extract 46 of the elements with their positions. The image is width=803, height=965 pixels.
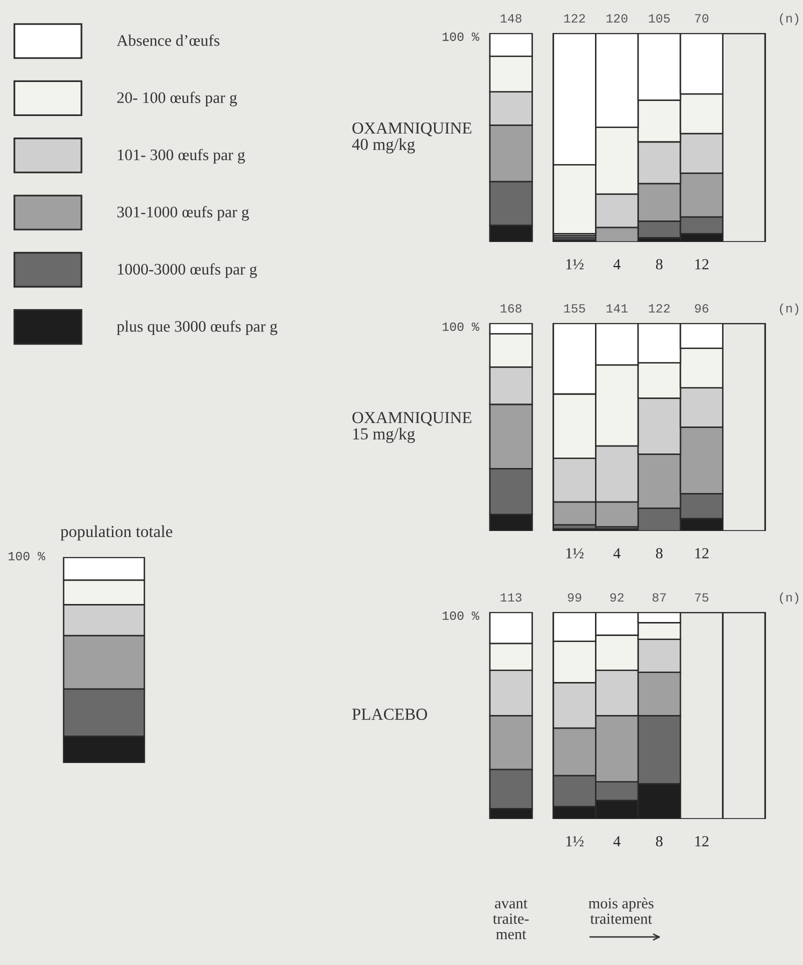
text: OXAMNIQUINE 40 mg/kg (352, 122, 472, 154)
x-tick-label: 1½ (566, 259, 584, 270)
x-tick-label: 8 (656, 259, 663, 270)
text: (n) (780, 592, 798, 604)
text: 99 (568, 593, 582, 602)
x-tick-label: 12 (695, 259, 708, 270)
text: 148 (500, 14, 522, 23)
x-tick-label: 1½ (566, 836, 584, 846)
text: 141 (606, 304, 628, 313)
text: 100 % (8, 552, 46, 560)
text: avant traite- ment (492, 900, 529, 940)
text: 122 (564, 14, 585, 22)
text: (n) (780, 303, 798, 316)
text: 70 (695, 14, 708, 23)
text: 120 (606, 14, 628, 23)
text: 96 (694, 304, 708, 313)
legend-label: Absence d’œufs (116, 34, 220, 46)
x-tick-label: 4 (613, 836, 620, 846)
x-tick-label: 12 (695, 548, 708, 558)
text: 105 (648, 14, 670, 23)
text: 168 (500, 304, 522, 313)
x-tick-label: 12 (695, 836, 708, 846)
x-tick-label: 4 (613, 259, 620, 270)
text: 92 (610, 593, 624, 602)
text: (n) (780, 13, 798, 26)
chart-title: population totale (60, 525, 172, 541)
text: 100 % (442, 32, 480, 41)
text: 155 (564, 304, 586, 313)
x-tick-label: 4 (613, 548, 620, 558)
text: 113 (500, 593, 522, 602)
text: OXAMNIQUINE 15 mg/kg (352, 412, 472, 443)
text: 100 % (442, 322, 480, 331)
text: 87 (652, 593, 666, 602)
x-tick-label: 1½ (566, 548, 584, 558)
legend-label: 1000-3000 œufs par g (118, 263, 257, 278)
text: 122 (648, 304, 670, 313)
legend-label: plus que 3000 œufs par g (116, 320, 278, 336)
text: mois après traitement (588, 898, 654, 924)
legend-label: 20- 100 œufs par g (117, 92, 237, 106)
x-tick-label: 8 (656, 548, 663, 558)
legend-label: 301-1000 œufs par g (117, 206, 249, 221)
legend-label: 101- 300 œufs par g (118, 148, 245, 164)
x-tick-label: 8 (656, 836, 663, 846)
text: PLACEBO (352, 708, 428, 720)
text: 100 % (442, 611, 480, 620)
text: 75 (695, 593, 708, 602)
